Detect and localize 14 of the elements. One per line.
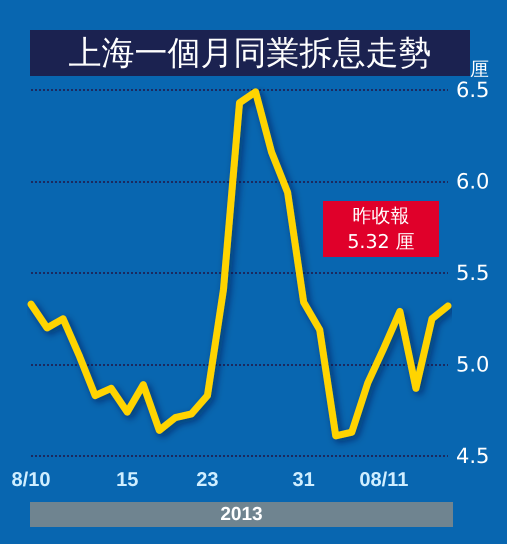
x-tick-label: 15 — [116, 469, 138, 491]
x-tick-label: 8/10 — [12, 469, 50, 491]
y-tick-label: 5.0 — [456, 352, 490, 376]
y-tick-label: 6.0 — [456, 170, 490, 194]
y-axis-title: 厘 — [470, 60, 489, 81]
annotation: 昨收報 5.32 厘 — [323, 201, 439, 257]
y-tick-label: 4.5 — [456, 444, 490, 468]
x-tick-label: 31 — [292, 469, 315, 491]
x-tick-label: 23 — [196, 469, 219, 491]
y-tick-label: 5.5 — [456, 261, 490, 285]
y-tick-label: 6.5 — [456, 78, 490, 102]
x-axis-title: 2013 — [30, 502, 453, 527]
chart-title: 上海一個月同業拆息走勢 — [30, 30, 470, 76]
x-tick-label: 08/11 — [359, 469, 408, 491]
